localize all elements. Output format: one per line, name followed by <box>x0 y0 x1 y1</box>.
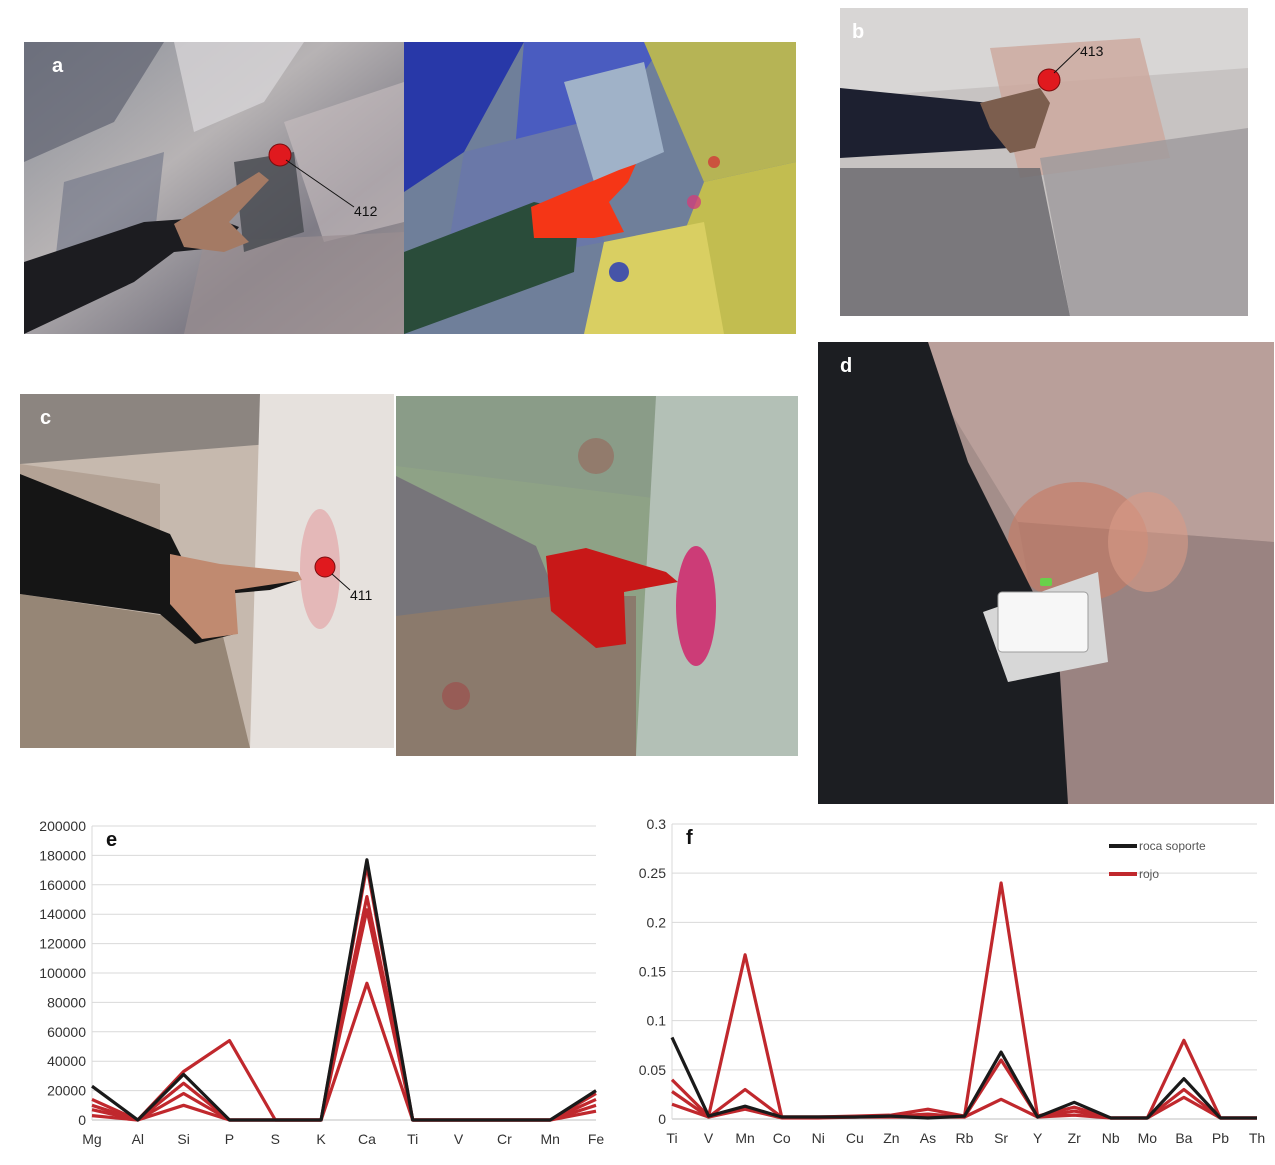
sample-point-413-marker <box>1037 68 1061 92</box>
chart-e-plot: 0 20000 40000 60000 80000 100000 120000 140000 1… <box>39 818 605 1147</box>
panel-c-label: c <box>40 407 51 429</box>
x-tick-label: Ca <box>358 1131 376 1147</box>
x-tick-label: K <box>316 1131 326 1147</box>
x-tick-label: Cr <box>497 1131 512 1147</box>
y-tick-label: 0.25 <box>639 865 666 881</box>
sample-point-411-label: 411 <box>350 587 373 603</box>
panel-b-label: b <box>852 21 864 43</box>
x-tick-label: Ti <box>666 1130 677 1146</box>
y-tick-label: 20000 <box>47 1083 86 1099</box>
x-tick-label: Mo <box>1138 1130 1158 1146</box>
panel-d-label: d <box>840 355 852 377</box>
sample-point-413-label: 413 <box>1080 43 1104 59</box>
legend-label: roca soporte <box>1139 839 1206 853</box>
x-tick-label: Zr <box>1068 1130 1082 1146</box>
y-tick-label: 0.3 <box>647 816 667 832</box>
panel-c-enhanced-image <box>396 396 798 756</box>
y-tick-label: 0.05 <box>639 1062 666 1078</box>
y-tick-label: 0.15 <box>639 964 666 980</box>
chart-f-plot: 0 0.05 0.1 0.15 0.2 0.25 0.3 Ti V Mn Co Ni Cu Zn As Rb S… <box>639 816 1265 1146</box>
chart-e: 0 20000 40000 60000 80000 100000 120000 140000 1… <box>0 812 610 1165</box>
panel-b-photo: 413 b <box>840 8 1248 316</box>
x-tick-label: Fe <box>588 1131 605 1147</box>
chart-panel-label: e <box>106 829 117 851</box>
chart-f: 0 0.05 0.1 0.15 0.2 0.25 0.3 Ti V Mn Co Ni Cu Zn As Rb S… <box>612 812 1275 1165</box>
x-tick-label: Mn <box>735 1130 754 1146</box>
x-tick-label: P <box>225 1131 234 1147</box>
panel-d-photo: d <box>818 342 1274 804</box>
panel-a-enhanced-image <box>404 42 796 334</box>
x-tick-label: Ti <box>407 1131 418 1147</box>
x-tick-label: Cu <box>846 1130 864 1146</box>
x-tick-label: Pb <box>1212 1130 1229 1146</box>
x-tick-label: S <box>271 1131 280 1147</box>
y-tick-label: 0.1 <box>647 1013 667 1029</box>
x-tick-label: V <box>704 1130 714 1146</box>
sample-point-411-marker <box>314 556 336 578</box>
x-tick-label: Ni <box>812 1130 825 1146</box>
chart-panel-label: f <box>686 827 693 849</box>
x-tick-label: Nb <box>1102 1130 1120 1146</box>
panel-a-label: a <box>52 55 64 77</box>
x-tick-label: Co <box>773 1130 791 1146</box>
x-tick-label: Y <box>1033 1130 1043 1146</box>
series-line-roca-soporte <box>91 858 597 1122</box>
x-tick-label: V <box>454 1131 464 1147</box>
x-tick-label: Rb <box>956 1130 974 1146</box>
y-tick-label: 160000 <box>39 877 86 893</box>
y-tick-label: 0 <box>78 1112 86 1128</box>
panel-a-photo: 412 a <box>24 42 404 334</box>
y-tick-label: 140000 <box>39 906 86 922</box>
x-tick-label: Sr <box>994 1130 1008 1146</box>
x-tick-label: Si <box>177 1131 189 1147</box>
y-tick-label: 60000 <box>47 1024 86 1040</box>
legend-label: rojo <box>1139 867 1159 881</box>
x-tick-label: Al <box>132 1131 144 1147</box>
x-tick-label: Mg <box>82 1131 101 1147</box>
y-tick-label: 0.2 <box>647 914 667 930</box>
x-tick-label: Th <box>1249 1130 1265 1146</box>
sample-point-412-marker <box>268 143 292 167</box>
x-tick-label: Zn <box>883 1130 899 1146</box>
x-tick-label: Ba <box>1175 1130 1192 1146</box>
x-tick-label: As <box>920 1130 936 1146</box>
y-tick-label: 120000 <box>39 936 86 952</box>
y-tick-label: 100000 <box>39 965 86 981</box>
sample-point-412-label: 412 <box>354 203 378 219</box>
y-tick-label: 80000 <box>47 994 86 1010</box>
panel-c-photo: 411 c <box>20 394 394 748</box>
y-tick-label: 200000 <box>39 818 86 834</box>
x-tick-label: Mn <box>540 1131 559 1147</box>
y-tick-label: 180000 <box>39 847 86 863</box>
series-line-roca-soporte <box>670 1036 1257 1120</box>
series-line-rojo <box>670 881 1257 1120</box>
y-tick-label: 0 <box>658 1111 666 1127</box>
y-tick-label: 40000 <box>47 1053 86 1069</box>
